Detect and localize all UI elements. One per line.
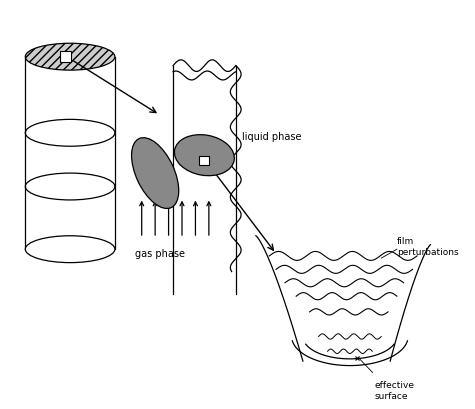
Ellipse shape: [25, 236, 115, 263]
Text: gas phase: gas phase: [134, 249, 185, 259]
Text: film
perturbations: film perturbations: [397, 237, 458, 257]
Ellipse shape: [132, 138, 179, 209]
Ellipse shape: [174, 135, 234, 176]
Text: effective
surface: effective surface: [374, 381, 415, 401]
Text: liquid phase: liquid phase: [242, 132, 302, 142]
Bar: [60, 51, 71, 62]
Ellipse shape: [25, 43, 115, 70]
Bar: [200, 155, 209, 166]
